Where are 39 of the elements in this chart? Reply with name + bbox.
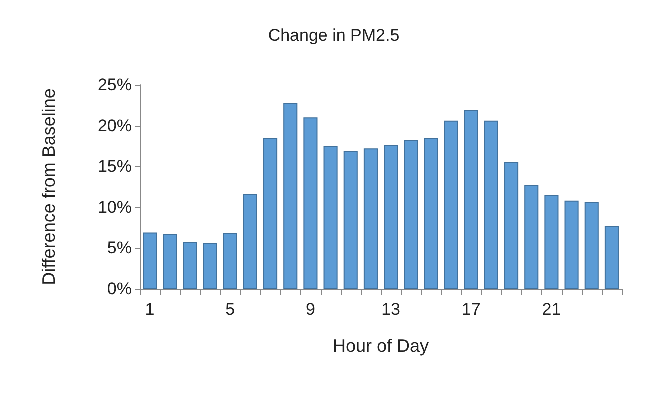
x-tick-label: 13: [382, 300, 401, 319]
x-tick-label: 1: [145, 300, 155, 319]
bar: [183, 242, 198, 289]
bar: [424, 138, 438, 289]
bar: [604, 226, 619, 289]
bar: [564, 200, 579, 289]
y-tick-label: 25%: [98, 76, 132, 94]
x-tick-label: 9: [306, 300, 316, 319]
bar: [143, 232, 158, 289]
x-tick-label: 5: [226, 300, 236, 319]
bar: [524, 185, 539, 289]
y-tick-label: 15%: [98, 157, 132, 176]
bar: [364, 148, 378, 289]
bar: [504, 162, 519, 289]
bar: [444, 120, 458, 289]
y-axis-title: Difference from Baseline: [39, 88, 59, 286]
bar: [404, 140, 418, 289]
bar: [163, 234, 178, 289]
bar: [284, 102, 298, 289]
bar: [384, 145, 398, 289]
y-tick-label: 20%: [98, 116, 132, 136]
x-tick-label: 17: [462, 300, 481, 319]
bar: [304, 118, 318, 289]
y-tick-label: 5%: [107, 238, 132, 258]
x-axis-title: Hour of Day: [332, 336, 430, 356]
chart-title: Change in PM2.5: [268, 26, 400, 45]
bar: [344, 151, 358, 289]
bar: [464, 110, 478, 289]
bar: [223, 234, 238, 289]
bar: [324, 146, 338, 289]
bar: [484, 120, 498, 289]
x-tick-label: 21: [542, 300, 562, 319]
bar: [544, 195, 559, 289]
bar: [584, 202, 599, 289]
bar: [243, 194, 258, 289]
y-tick-label: 10%: [98, 198, 132, 217]
bar: [203, 243, 218, 289]
bar: [264, 138, 278, 289]
y-tick-label: 0%: [107, 280, 132, 298]
